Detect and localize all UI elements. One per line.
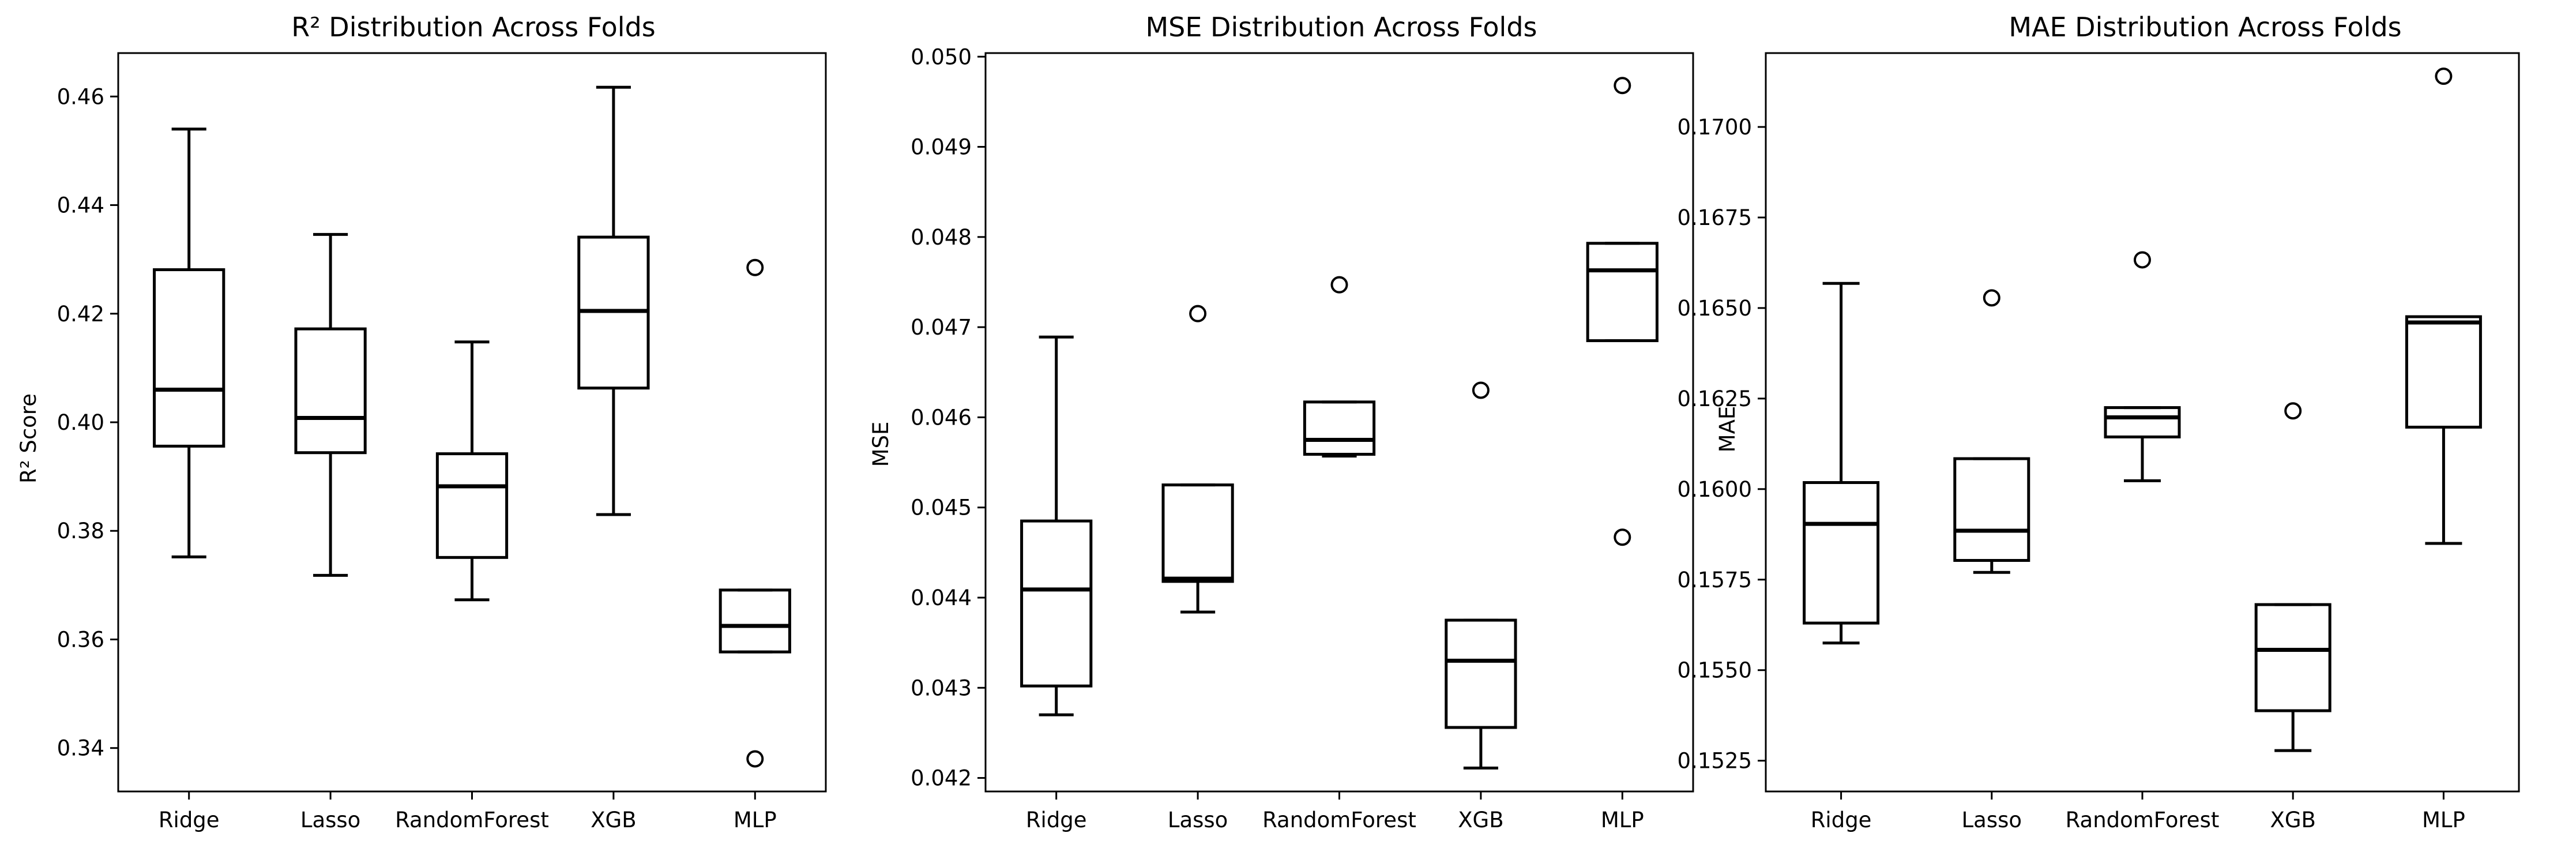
box-xgb <box>2254 603 2331 712</box>
chart-title-mse: MSE Distribution Across Folds <box>1145 12 1537 43</box>
box-mlp <box>2405 315 2482 429</box>
box-mlp <box>719 588 791 654</box>
y-tick-label-mse: 0.049 <box>911 135 972 160</box>
axes-frame-mse <box>984 52 1694 793</box>
y-tick-label-mse: 0.045 <box>911 496 972 520</box>
x-tick-label-randomforest: RandomForest <box>395 808 549 832</box>
outlier-point-mlp <box>746 750 764 768</box>
box-randomforest <box>435 452 509 559</box>
y-tick-label-mae: 0.1625 <box>1678 387 1752 411</box>
box-ridge <box>1803 481 1880 625</box>
outlier-point-mlp <box>746 258 764 276</box>
plot-area-r2: 0.34 0.36 0.38 0.40 0.42 0.44 0.46 Ridge Lasso Ra… <box>57 52 827 832</box>
plot-area-mae: 0.1525 0.1550 0.1575 0.1600 0.1625 0.1650 0.16… <box>1678 52 2520 832</box>
y-axis-label-mae: MAE <box>1715 406 1740 453</box>
outlier-point-randomforest <box>1330 276 1348 294</box>
box-lasso <box>294 327 367 455</box>
plot-area-mse: 0.042 0.043 0.044 0.045 0.046 0.047 0.048 0.049… <box>911 44 1694 832</box>
y-tick-label-mae: 0.1700 <box>1678 115 1752 140</box>
box-mlp <box>1586 242 1659 343</box>
outlier-point-lasso <box>1983 289 2000 307</box>
outlier-point-randomforest <box>2134 251 2151 269</box>
y-tick-label-r2: 0.46 <box>57 84 104 109</box>
box-ridge <box>1020 519 1093 688</box>
y-tick-label-mae: 0.1600 <box>1678 477 1752 502</box>
y-tick-label-mse: 0.050 <box>911 44 972 69</box>
y-tick-label-mse: 0.042 <box>911 766 972 791</box>
y-tick-label-mae: 0.1550 <box>1678 658 1752 683</box>
y-tick-label-r2: 0.42 <box>57 302 104 327</box>
box-xgb <box>1445 618 1517 729</box>
x-tick-label-xgb: XGB <box>591 808 636 832</box>
x-tick-label-randomforest: RandomForest <box>1262 808 1416 832</box>
outlier-point-xgb <box>2284 402 2302 420</box>
chart-panel-r2: R² Distribution Across Folds R² Score 0.… <box>16 12 827 832</box>
y-axis-label-mse: MSE <box>868 422 893 467</box>
y-tick-label-mse: 0.046 <box>911 405 972 430</box>
y-tick-label-r2: 0.34 <box>57 736 104 761</box>
y-axis-label-r2: R² Score <box>16 393 41 483</box>
outlier-point-xgb <box>1472 381 1490 399</box>
axes-frame-mae <box>1765 52 2520 793</box>
y-tick-label-mse: 0.044 <box>911 586 972 610</box>
chart-panel-mae: MAE Distribution Across Folds MAE 0.1525… <box>1678 12 2520 832</box>
y-tick-label-mae: 0.1675 <box>1678 205 1752 230</box>
x-tick-label-mlp: MLP <box>1601 808 1644 832</box>
box-lasso <box>1953 457 2030 562</box>
x-tick-label-lasso: Lasso <box>300 808 360 832</box>
y-tick-label-mse: 0.043 <box>911 676 972 700</box>
x-tick-label-ridge: Ridge <box>1811 808 1872 832</box>
axes-frame-r2 <box>117 52 827 793</box>
y-tick-label-r2: 0.36 <box>57 627 104 652</box>
x-tick-label-ridge: Ridge <box>1026 808 1087 832</box>
x-tick-label-lasso: Lasso <box>1168 808 1228 832</box>
y-tick-label-r2: 0.40 <box>57 410 104 435</box>
x-tick-label-mlp: MLP <box>2422 808 2465 832</box>
x-tick-label-randomforest: RandomForest <box>2066 808 2220 832</box>
chart-title-r2: R² Distribution Across Folds <box>291 12 655 43</box>
box-randomforest <box>1303 400 1376 456</box>
chart-title-mae: MAE Distribution Across Folds <box>2009 12 2401 43</box>
chart-panel-mse: MSE Distribution Across Folds MSE 0.0420… <box>868 12 1694 832</box>
y-tick-label-r2: 0.44 <box>57 193 104 218</box>
outlier-point-mlp <box>1614 77 1631 95</box>
y-tick-label-mae: 0.1650 <box>1678 296 1752 321</box>
y-tick-label-mse: 0.047 <box>911 315 972 340</box>
x-tick-label-ridge: Ridge <box>159 808 220 832</box>
outlier-point-lasso <box>1189 305 1207 322</box>
y-tick-label-mse: 0.048 <box>911 225 972 250</box>
box-ridge <box>153 268 225 448</box>
y-tick-label-mae: 0.1525 <box>1678 749 1752 774</box>
box-lasso <box>1161 483 1234 583</box>
box-randomforest <box>2104 406 2181 438</box>
x-tick-label-mlp: MLP <box>734 808 777 832</box>
outlier-point-mlp <box>2435 67 2453 85</box>
outlier-point-mlp <box>1614 528 1631 546</box>
y-tick-label-r2: 0.38 <box>57 519 104 543</box>
x-tick-label-xgb: XGB <box>2270 808 2315 832</box>
x-tick-label-xgb: XGB <box>1458 808 1503 832</box>
x-tick-label-lasso: Lasso <box>1962 808 2022 832</box>
y-tick-label-mae: 0.1575 <box>1678 568 1752 592</box>
